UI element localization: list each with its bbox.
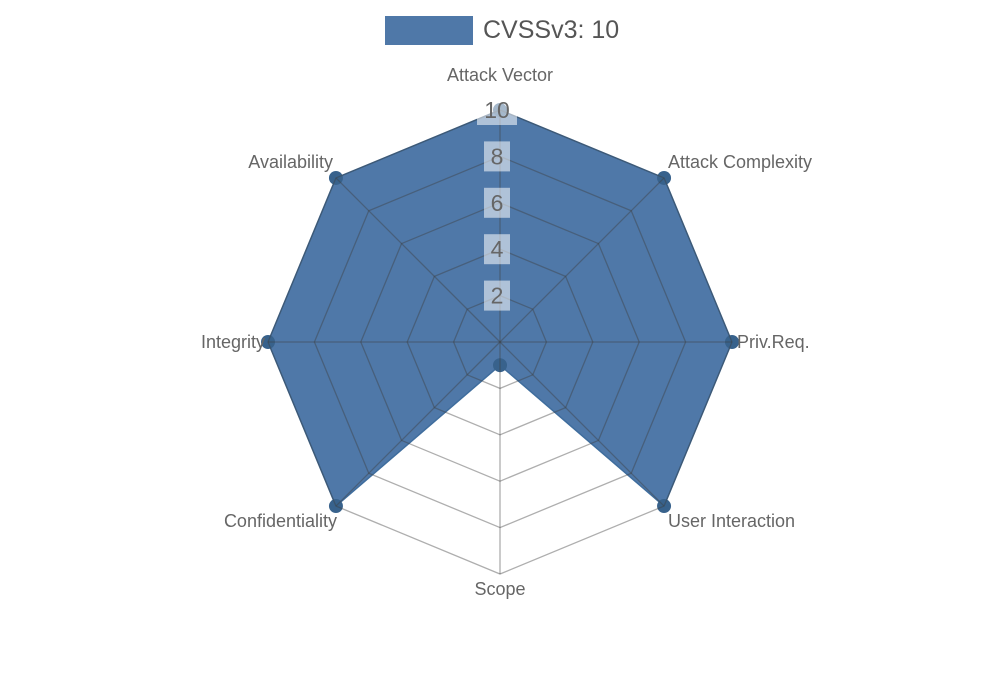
radial-tick-box-2 [484, 280, 510, 311]
radial-tick-label-6: 6 [491, 190, 504, 216]
axis-label-confidentiality: Confidentiality [224, 511, 337, 531]
axis-label-integrity: Integrity [201, 332, 265, 352]
grid-spoke-5 [335, 341, 501, 507]
radial-tick-label-10: 10 [484, 97, 510, 123]
legend-item[interactable]: CVSSv3: 10 [385, 16, 619, 45]
grid-spoke-7 [335, 177, 501, 343]
data-point-marker-7[interactable] [328, 170, 343, 185]
legend-swatch [385, 16, 473, 45]
radial-tick-box-8 [484, 141, 510, 172]
grid-spoke-1 [499, 177, 665, 343]
grid-ring-10 [267, 109, 733, 575]
data-point-marker-5[interactable] [328, 499, 343, 514]
radial-tick-label-8: 8 [491, 143, 504, 169]
axis-label-availability: Availability [248, 152, 333, 172]
radial-tick-label-2: 2 [491, 283, 504, 309]
data-point-marker-2[interactable] [725, 335, 739, 349]
radial-tick-box-4 [484, 234, 510, 265]
axis-label-priv-req: Priv.Req. [737, 332, 810, 352]
grid-ring-2 [452, 294, 548, 390]
radial-tick-box-10 [477, 95, 517, 125]
axis-label-user-interaction: User Interaction [668, 511, 795, 531]
data-point-marker-4[interactable] [493, 358, 507, 373]
grid-ring-8 [313, 155, 687, 529]
axis-label-attack-complexity: Attack Complexity [668, 152, 812, 172]
radial-tick-box-6 [484, 187, 510, 218]
legend-label: CVSSv3: 10 [483, 16, 620, 44]
radial-tick-label-4: 4 [491, 236, 504, 262]
grid-ring-6 [360, 202, 640, 482]
data-point-marker-3[interactable] [657, 499, 672, 514]
data-point-marker-1[interactable] [657, 170, 672, 185]
grid-spoke-3 [499, 341, 665, 507]
axis-label-attack-vector: Attack Vector [447, 65, 553, 85]
axis-label-scope: Scope [474, 579, 525, 599]
grid-ring-4 [406, 248, 594, 436]
data-point-marker-6[interactable] [261, 335, 275, 349]
